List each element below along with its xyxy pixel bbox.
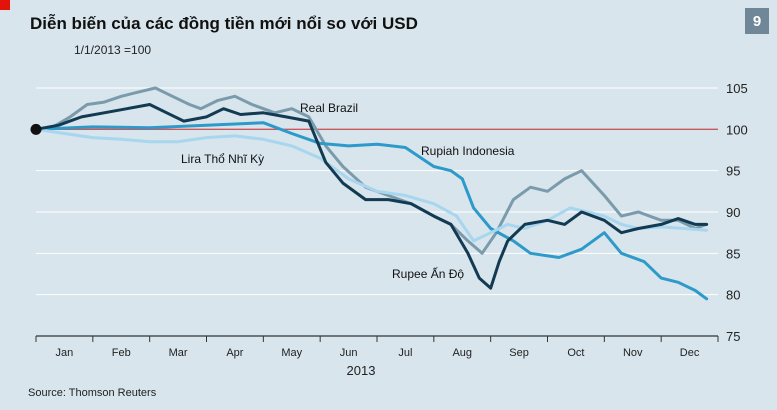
y-tick-label: 90 xyxy=(726,205,740,220)
x-tick-label: Jun xyxy=(340,347,358,359)
source-note: Source: Thomson Reuters xyxy=(28,387,157,399)
x-tick-label: Oct xyxy=(567,347,584,359)
series-label-rupiah-indonesia: Rupiah Indonesia xyxy=(421,144,515,158)
series-label-lira: Lira Thổ Nhĩ Kỳ xyxy=(181,152,264,166)
x-tick-label: Dec xyxy=(680,347,700,359)
x-tick-label: Aug xyxy=(452,347,472,359)
x-tick-label: May xyxy=(281,347,302,359)
x-tick-label: Feb xyxy=(112,347,131,359)
series-line xyxy=(34,121,709,301)
brand-accent-bar xyxy=(0,0,10,10)
x-tick-label: Mar xyxy=(169,347,188,359)
x-tick-label: Jan xyxy=(56,347,74,359)
y-tick-label: 95 xyxy=(726,164,740,179)
y-tick-label: 80 xyxy=(726,288,740,303)
series-line xyxy=(34,103,709,290)
y-axis-ticks: 75 80 85 90 95 100 105 xyxy=(726,81,748,344)
chart-subtitle: 1/1/2013 =100 xyxy=(74,43,152,57)
x-tick-label: Nov xyxy=(623,347,643,359)
x-tick-label: Jul xyxy=(398,347,412,359)
x-tick-label: Sep xyxy=(509,347,529,359)
series-lines xyxy=(34,86,709,301)
x-axis-year-label: 2013 xyxy=(347,363,376,378)
chart-number-badge: 9 xyxy=(745,8,769,34)
y-tick-label: 100 xyxy=(726,122,748,137)
series-label-real-brazil: Real Brazil xyxy=(300,101,358,115)
x-tick-label: Apr xyxy=(226,347,243,359)
y-tick-label: 105 xyxy=(726,81,748,96)
start-point-marker xyxy=(30,123,42,135)
x-axis-ticks: Jan Feb Mar Apr May Jun Jul Aug Sep Oct Nov Dec xyxy=(35,336,719,359)
series-line xyxy=(34,127,709,243)
series-label-rupee: Rupee Ấn Độ xyxy=(392,266,464,281)
y-tick-label: 85 xyxy=(726,246,740,261)
y-tick-label: 75 xyxy=(726,329,740,344)
chart-title: Diễn biến của các đồng tiền mới nổi so v… xyxy=(30,14,418,33)
